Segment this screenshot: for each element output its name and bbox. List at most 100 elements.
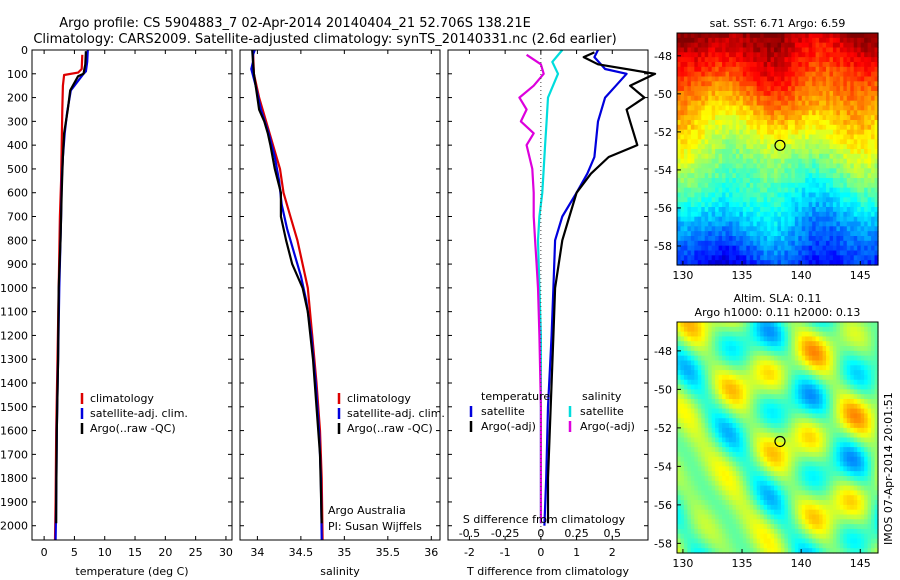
map-cell <box>798 403 803 410</box>
map-cell <box>836 158 841 165</box>
map-cell <box>739 149 744 155</box>
map-cell <box>763 163 768 169</box>
map-cell <box>801 115 806 121</box>
map-cell <box>767 187 772 194</box>
map-cell <box>683 120 688 126</box>
map-cell <box>819 52 824 58</box>
map-cell <box>836 476 841 482</box>
map-cell <box>815 149 820 155</box>
map-cell <box>805 403 810 410</box>
map-cell <box>850 42 855 49</box>
map-cell <box>677 100 682 107</box>
map-cell <box>791 461 796 467</box>
map-cell <box>756 322 761 328</box>
map-cell <box>784 408 789 415</box>
map-cell <box>819 105 824 111</box>
map-cell <box>774 158 779 165</box>
map-cell <box>805 245 810 252</box>
map-cell <box>794 100 799 107</box>
map-cell <box>801 255 806 261</box>
map-cell <box>704 81 709 87</box>
map-cell <box>694 105 699 111</box>
temperature-series-2 <box>55 51 87 524</box>
map-cell <box>690 374 695 381</box>
map-cell <box>808 66 813 73</box>
map-cell <box>694 476 699 482</box>
map-cell <box>829 466 834 472</box>
map-cell <box>753 456 758 463</box>
map-cell <box>839 37 844 44</box>
map-cell <box>728 100 734 107</box>
map-cell <box>701 202 706 208</box>
map-cell <box>822 187 827 194</box>
map-cell <box>690 71 695 78</box>
map-cell <box>819 81 824 87</box>
map-cell <box>704 331 709 338</box>
map-cell <box>690 331 695 338</box>
map-cell <box>701 52 706 58</box>
map-cell <box>742 346 747 352</box>
map-cell <box>742 197 747 203</box>
map-cell <box>815 403 820 410</box>
map-cell <box>815 168 820 174</box>
map-cell <box>815 350 820 357</box>
map-cell <box>728 105 734 111</box>
map-cell <box>812 110 817 116</box>
map-cell <box>704 379 709 386</box>
map-cell <box>749 105 754 111</box>
map-cell <box>801 374 806 381</box>
map-cell <box>690 134 695 140</box>
map-cell <box>794 192 799 198</box>
map-cell <box>697 66 702 73</box>
map-cell <box>760 346 765 352</box>
map-cell <box>701 149 706 155</box>
map-cell <box>742 350 747 357</box>
map-cell <box>805 447 810 453</box>
map-cell <box>832 471 838 477</box>
map-cell <box>711 245 716 252</box>
map-cell <box>697 124 702 131</box>
map-cell <box>864 346 869 352</box>
map-cell <box>767 322 772 328</box>
map-cell <box>718 432 723 439</box>
map-cell <box>735 37 740 44</box>
map-cell <box>780 81 786 87</box>
map-cell <box>760 403 765 410</box>
map-cell <box>780 163 786 169</box>
map-cell <box>829 456 834 463</box>
map-cell <box>819 466 824 472</box>
map-cell <box>677 471 682 477</box>
map-cell <box>787 379 792 386</box>
map-cell <box>760 120 765 126</box>
map-cell <box>874 427 879 434</box>
map-cell <box>687 360 692 366</box>
map-cell <box>871 33 876 39</box>
map-cell <box>725 163 730 169</box>
map-cell <box>742 182 747 189</box>
map-cell <box>780 66 786 73</box>
map-cell <box>722 153 727 160</box>
map-cell <box>725 466 730 472</box>
map-cell <box>770 437 775 443</box>
map-cell <box>787 158 792 165</box>
map-cell <box>763 423 768 429</box>
map-cell <box>694 182 699 189</box>
map-cell <box>857 399 862 405</box>
map-cell <box>756 360 761 366</box>
map-cell <box>839 211 844 218</box>
map-cell <box>864 245 869 252</box>
map-cell <box>832 129 838 136</box>
map-cell <box>826 81 831 87</box>
map-cell <box>805 326 810 333</box>
map-cell <box>860 427 865 434</box>
map-cell <box>874 168 879 174</box>
map-cell <box>746 192 751 198</box>
map-cell <box>808 105 813 111</box>
map-cell <box>704 451 709 458</box>
map-cell <box>715 370 720 376</box>
map-cell <box>826 66 831 73</box>
map-cell <box>746 187 751 194</box>
map-cell <box>805 124 810 131</box>
map-cell <box>725 236 730 242</box>
map-cell <box>701 394 706 400</box>
